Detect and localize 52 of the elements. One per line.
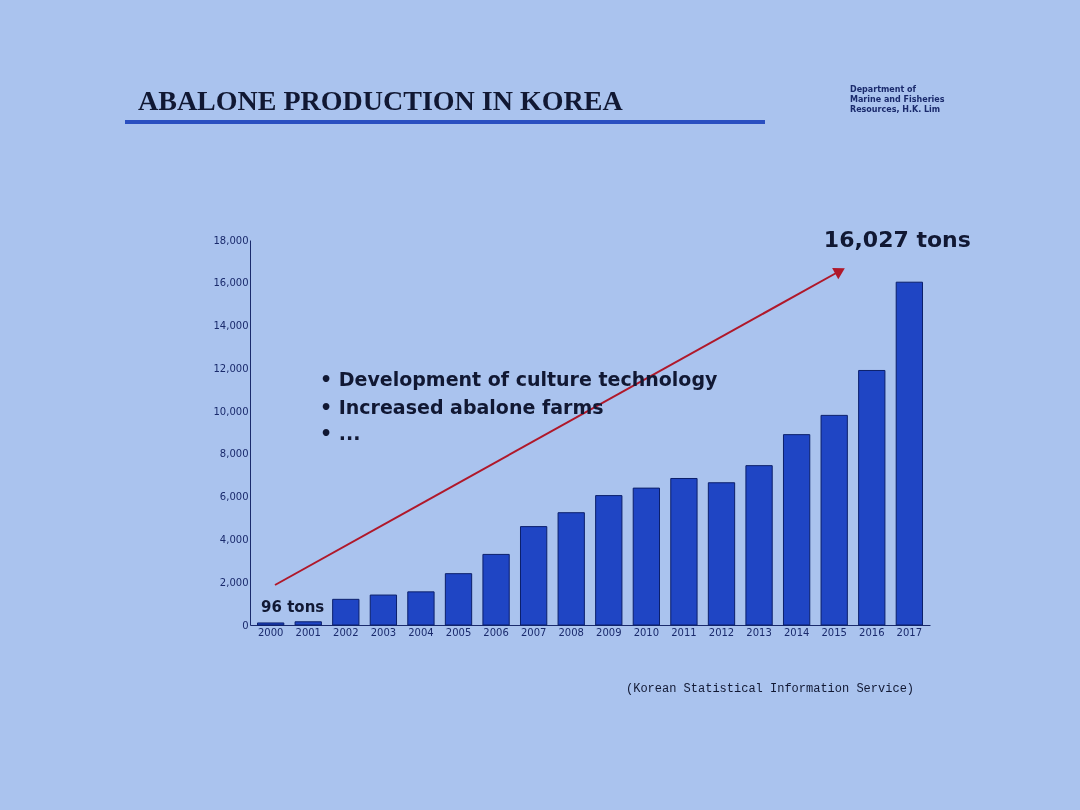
bar [407,591,435,626]
bar [369,594,398,626]
x-tick-label: 2014 [783,626,810,638]
text: Department of Marine and Fisheries Resources, H.K. Lim [850,85,945,114]
x-tick-label: 2011 [671,626,697,638]
bar [707,482,736,626]
text: (Korean Statistical Information Service) [625,682,915,696]
bar [444,573,473,626]
annotation: • ... [320,422,361,444]
bar [745,465,773,626]
bar [895,281,923,626]
y-tick-label: 6,000 [219,491,249,503]
bar [595,495,623,626]
bar [858,369,886,626]
x-tick-label: 2008 [558,626,584,638]
bar [557,512,585,626]
x-tick-label: 2007 [520,626,547,638]
bar [482,553,510,626]
x-tick-label: 2002 [333,626,359,638]
bar [520,526,548,626]
bar [632,487,660,626]
data-label: 96 tons [261,597,325,616]
y-tick-label: 10,000 [213,405,249,417]
x-tick-label: 2012 [708,626,735,638]
x-tick-label: 2017 [896,626,923,638]
x-tick-label: 2006 [483,626,509,638]
x-tick-label: 2013 [746,626,772,638]
x-tick-label: 2010 [633,626,660,638]
bar [782,434,811,626]
y-tick-label: 2,000 [219,576,249,588]
y-tick-label: 4,000 [219,533,249,545]
x-tick-label: 2009 [596,626,622,638]
chart-title: ABALONE PRODUCTION IN KOREA [138,85,624,116]
y-tick-label: 16,000 [213,277,249,289]
bar [294,621,322,626]
y-tick-label: 12,000 [213,362,249,374]
x-tick-label: 2005 [445,626,472,638]
x-tick-label: 2000 [257,626,284,638]
x-tick-label: 2016 [859,626,885,638]
x-tick-label: 2004 [408,626,434,638]
x-tick-label: 2001 [295,626,321,638]
bar [257,622,285,626]
y-tick-label: 14,000 [213,320,249,332]
y-tick-label: 0 [242,619,249,631]
bar [820,414,848,626]
x-tick-label: 2015 [821,626,847,638]
y-tick-label: 8,000 [219,448,249,460]
x-tick-label: 2003 [370,626,397,638]
bar [670,477,698,626]
y-tick-label: 18,000 [213,234,249,246]
data-label: 16,027 tons [823,227,971,253]
bar [332,598,360,626]
